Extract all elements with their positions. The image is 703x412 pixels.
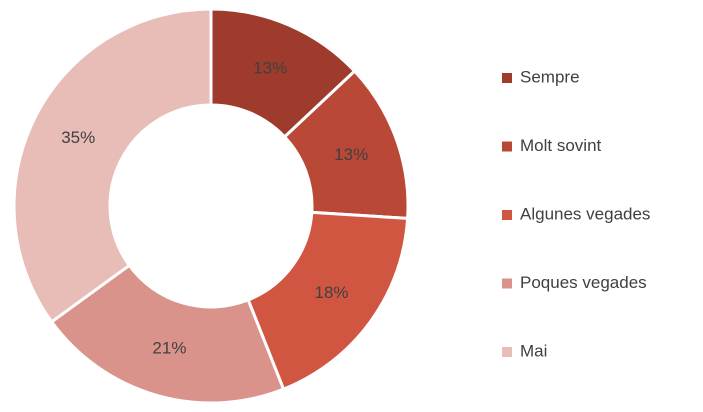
slice	[246, 210, 410, 392]
legend-label: Poques vegades	[520, 273, 647, 292]
slice	[49, 263, 286, 405]
data-label: 18%	[315, 283, 349, 302]
legend-label: Algunes vegades	[520, 204, 650, 223]
legend-swatch	[502, 73, 512, 83]
data-label: 21%	[152, 339, 186, 358]
data-label: 13%	[253, 59, 287, 78]
data-label: 13%	[334, 145, 368, 164]
legend-label: Sempre	[520, 67, 580, 86]
data-label: 35%	[61, 128, 95, 147]
legend-label: Mai	[520, 341, 547, 360]
legend-swatch	[502, 210, 512, 220]
legend-swatch	[502, 278, 512, 289]
legend-label: Molt sovint	[520, 136, 602, 155]
legend-swatch	[502, 141, 512, 152]
legend-swatch	[502, 347, 512, 357]
slice	[12, 7, 213, 324]
